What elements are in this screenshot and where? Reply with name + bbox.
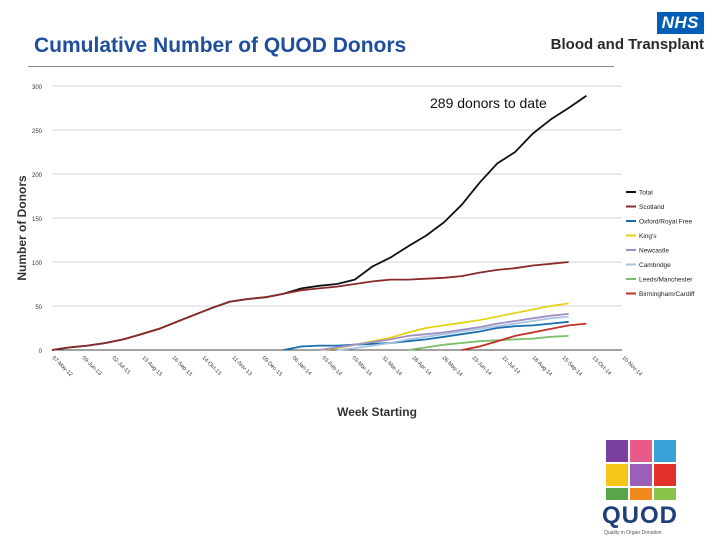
quod-logo: QUOD Quality in Organ Donation <box>592 436 692 540</box>
series-line-cambridge <box>336 315 569 351</box>
x-tick-label: 28-Apr-14 <box>411 355 433 377</box>
series-line-total <box>51 94 587 351</box>
legend-label: Scotland <box>639 204 665 211</box>
x-tick-label: 14-Oct-13 <box>201 355 223 377</box>
x-tick-label: 21-Jul-14 <box>501 355 521 375</box>
series-line-birmingham-cardiff <box>461 322 587 351</box>
x-tick-label: 23-Jun-14 <box>471 355 493 377</box>
y-tick-label: 150 <box>32 217 43 223</box>
legend-label: Oxford/Royal Free <box>639 219 692 226</box>
x-tick-label: 03-Feb-14 <box>321 355 343 377</box>
legend-label: Total <box>639 190 653 197</box>
donors-to-date-annotation: 289 donors to date <box>430 95 547 111</box>
y-tick-label: 200 <box>32 173 43 179</box>
y-tick-label: 50 <box>35 305 42 311</box>
y-tick-label: 0 <box>39 349 43 355</box>
legend-label: Cambridge <box>639 262 671 269</box>
x-tick-label: 09-Dec-13 <box>261 355 283 377</box>
x-tick-label: 16-Sep-13 <box>171 355 193 377</box>
title-divider <box>28 66 614 67</box>
x-tick-label: 31-Mar-14 <box>381 355 403 377</box>
quod-cube-icon <box>606 440 676 500</box>
y-tick-label: 100 <box>32 261 43 267</box>
series-line-oxford-royal-free <box>283 320 569 351</box>
series-line-king-s <box>319 302 569 351</box>
x-tick-label: 26-May-14 <box>441 355 464 378</box>
x-tick-label: 03-Mar-14 <box>351 355 373 377</box>
x-tick-label: 13-Aug-13 <box>141 355 163 377</box>
nhs-org-name: Blood and Transplant <box>550 36 704 53</box>
x-tick-label: 09-Jun-13 <box>81 355 103 377</box>
series-line-scotland <box>51 261 569 351</box>
x-tick-label: 18-Aug-14 <box>531 355 553 377</box>
legend-label: Birmingham/Cardiff <box>639 291 695 298</box>
x-tick-label: 07-May-12 <box>51 355 74 378</box>
y-tick-label: 250 <box>32 129 43 135</box>
x-tick-label: 11-Nov-13 <box>231 355 253 377</box>
legend-label: Leeds/Manchester <box>639 277 693 284</box>
legend-label: Newcastle <box>639 248 669 255</box>
y-tick-label: 300 <box>32 85 43 91</box>
x-axis-title: Week Starting <box>337 405 417 419</box>
page-title: Cumulative Number of QUOD Donors <box>34 34 407 57</box>
quod-wordmark: QUOD <box>602 502 678 529</box>
x-tick-label: 13-Oct-14 <box>591 355 613 377</box>
series-line-leeds-manchester <box>408 335 569 351</box>
quod-tagline: Quality in Organ Donation <box>604 530 662 536</box>
y-axis-title: Number of Donors <box>15 175 29 281</box>
x-tick-label: 02-Jul-13 <box>111 355 131 375</box>
x-tick-label: 10-Nov-14 <box>621 355 643 377</box>
x-tick-label: 06-Jan-14 <box>291 355 313 377</box>
legend-label: King's <box>639 233 657 240</box>
nhs-blood-and-transplant-logo: NHS Blood and Transplant <box>551 12 704 53</box>
series-line-newcastle <box>319 313 569 351</box>
x-tick-label: 15-Sep-14 <box>561 355 583 377</box>
nhs-badge: NHS <box>656 12 704 34</box>
